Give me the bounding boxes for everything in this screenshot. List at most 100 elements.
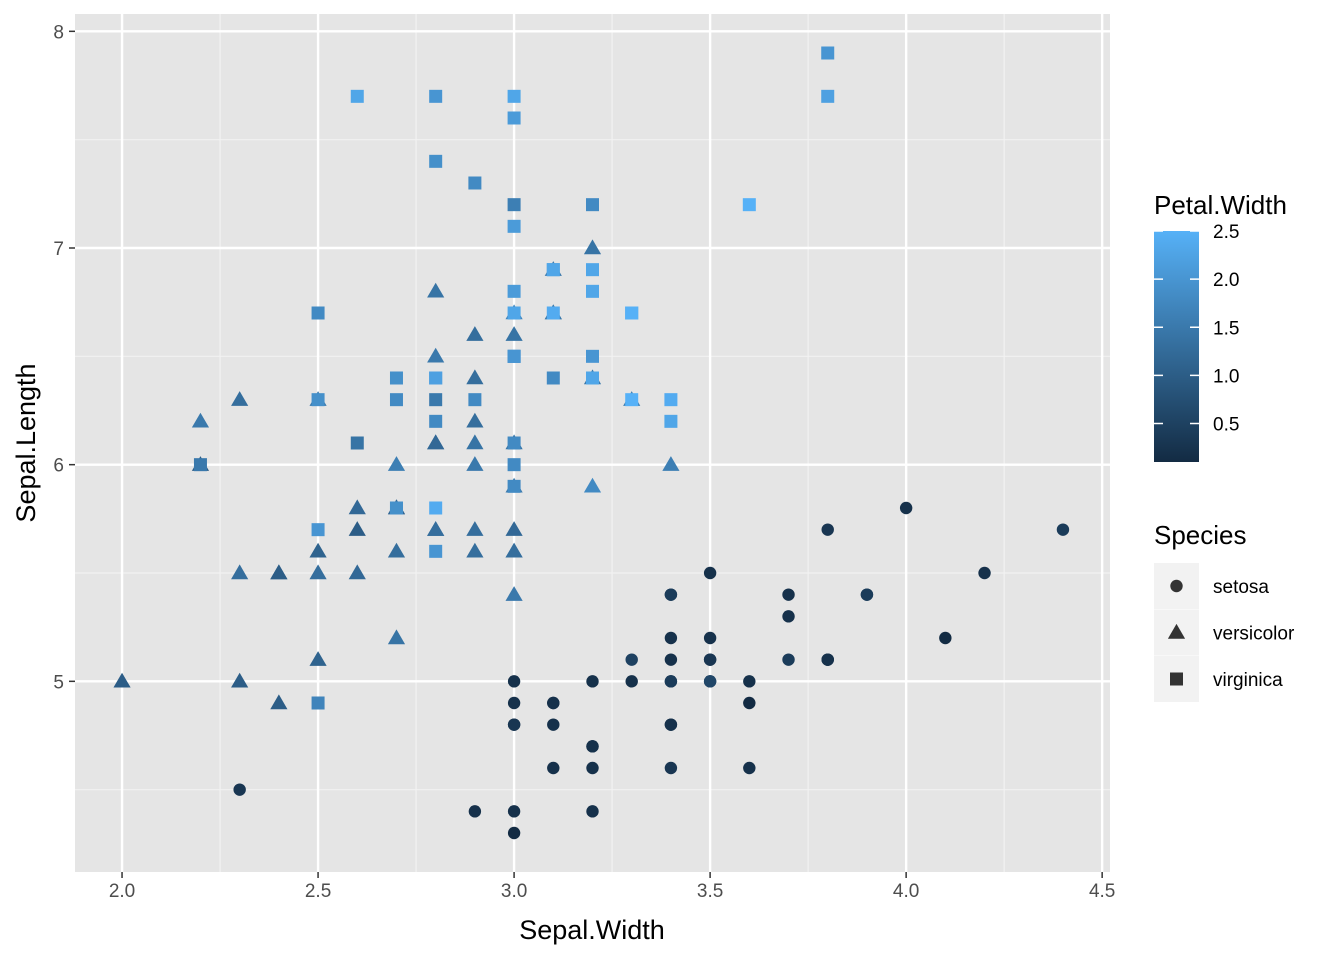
x-tick-label: 4.5 bbox=[1089, 881, 1115, 902]
color-bar-tick-label: 0.5 bbox=[1213, 415, 1239, 436]
versicolor-point bbox=[662, 456, 680, 471]
setosa-point bbox=[860, 588, 874, 601]
versicolor-point bbox=[270, 564, 288, 580]
versicolor-point bbox=[191, 412, 210, 428]
grid-lines bbox=[75, 14, 1110, 872]
setosa-point bbox=[782, 588, 795, 601]
y-tick-label: 6 bbox=[53, 456, 64, 477]
versicolor-point bbox=[387, 629, 406, 645]
setosa-point bbox=[664, 718, 678, 731]
color-bar-tick-label: 2.5 bbox=[1213, 222, 1239, 243]
virginica-point bbox=[311, 523, 325, 537]
setosa-point bbox=[507, 718, 521, 731]
setosa-point bbox=[547, 696, 560, 710]
virginica-point bbox=[429, 371, 443, 385]
circle-legend-key bbox=[1170, 579, 1183, 593]
virginica-point bbox=[821, 46, 835, 60]
virginica-point bbox=[625, 306, 639, 320]
y-tick-label: 5 bbox=[53, 672, 64, 693]
setosa-point bbox=[233, 783, 246, 796]
virginica-point bbox=[350, 436, 364, 450]
x-axis-title: Sepal.Width bbox=[519, 915, 665, 945]
versicolor-point bbox=[348, 564, 366, 580]
setosa-point bbox=[507, 675, 521, 688]
legend-label-versicolor: versicolor bbox=[1213, 624, 1295, 645]
virginica-point bbox=[350, 89, 364, 103]
versicolor-point bbox=[466, 326, 484, 341]
versicolor-point bbox=[387, 542, 406, 558]
virginica-point bbox=[586, 263, 599, 277]
virginica-point bbox=[311, 393, 325, 407]
virginica-point bbox=[311, 306, 325, 320]
versicolor-point bbox=[583, 477, 602, 493]
square-legend-key bbox=[1170, 672, 1183, 686]
versicolor-point bbox=[505, 542, 523, 558]
setosa-point bbox=[782, 653, 795, 666]
setosa-point bbox=[664, 675, 678, 688]
virginica-point bbox=[468, 393, 482, 407]
versicolor-point bbox=[427, 347, 445, 363]
setosa-point bbox=[664, 653, 678, 666]
versicolor-point bbox=[466, 542, 484, 558]
versicolor-point bbox=[466, 456, 484, 471]
virginica-point bbox=[429, 501, 443, 515]
versicolor-point bbox=[231, 564, 249, 580]
versicolor-point bbox=[231, 672, 249, 688]
virginica-point bbox=[311, 696, 325, 710]
versicolor-point bbox=[466, 521, 484, 536]
virginica-point bbox=[429, 393, 443, 407]
versicolor-point bbox=[348, 499, 366, 515]
setosa-point bbox=[547, 761, 560, 775]
color-bar-tick-label: 2.0 bbox=[1213, 270, 1239, 291]
data-points bbox=[113, 46, 1070, 840]
color-legend: Petal.Width 0.5 1.0 1.5 2.0 2.5 bbox=[1154, 190, 1287, 462]
virginica-point bbox=[389, 393, 403, 407]
x-tick-label: 4.0 bbox=[893, 881, 919, 902]
setosa-point bbox=[821, 653, 834, 666]
versicolor-point bbox=[583, 239, 602, 255]
virginica-point bbox=[821, 89, 835, 103]
plot-panel bbox=[75, 14, 1110, 872]
virginica-point bbox=[507, 458, 521, 472]
virginica-point bbox=[507, 284, 521, 298]
x-tick-label: 2.0 bbox=[109, 881, 135, 902]
virginica-point bbox=[193, 458, 207, 472]
setosa-point bbox=[782, 610, 795, 623]
versicolor-point bbox=[270, 694, 288, 710]
setosa-point bbox=[586, 740, 599, 753]
legend-label-virginica: virginica bbox=[1213, 670, 1283, 691]
virginica-point bbox=[507, 349, 521, 363]
triangle-legend-key bbox=[1167, 623, 1186, 639]
setosa-point bbox=[507, 805, 521, 818]
versicolor-point bbox=[309, 542, 327, 558]
setosa-point bbox=[821, 523, 834, 536]
versicolor-point bbox=[466, 434, 484, 450]
setosa-point bbox=[664, 631, 678, 645]
virginica-point bbox=[507, 198, 521, 212]
setosa-point bbox=[743, 761, 756, 775]
virginica-point bbox=[507, 111, 521, 125]
versicolor-point bbox=[466, 369, 484, 385]
setosa-point bbox=[703, 675, 717, 688]
versicolor-point bbox=[505, 521, 523, 536]
color-legend-title: Petal.Width bbox=[1154, 190, 1287, 220]
x-tick-label: 3.5 bbox=[697, 881, 723, 902]
setosa-point bbox=[507, 826, 521, 840]
setosa-point bbox=[899, 501, 913, 515]
virginica-point bbox=[586, 198, 599, 212]
shape-legend: Species setosa versicolor virginica bbox=[1154, 520, 1295, 702]
versicolor-point bbox=[387, 456, 406, 471]
versicolor-point bbox=[505, 586, 523, 601]
versicolor-point bbox=[466, 412, 484, 428]
virginica-point bbox=[507, 219, 521, 233]
setosa-point bbox=[978, 566, 991, 580]
x-tick-label: 2.5 bbox=[305, 881, 331, 902]
setosa-point bbox=[1056, 523, 1070, 536]
virginica-point bbox=[507, 306, 521, 320]
setosa-point bbox=[664, 761, 678, 775]
virginica-point bbox=[507, 436, 521, 450]
setosa-point bbox=[586, 761, 599, 775]
color-bar bbox=[1154, 231, 1199, 462]
